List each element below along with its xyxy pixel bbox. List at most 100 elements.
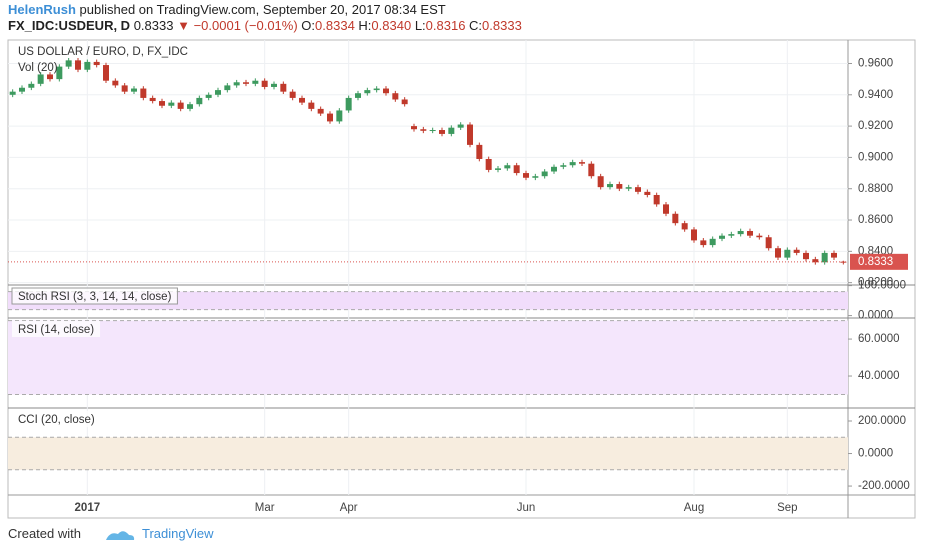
- candle-body: [485, 158, 492, 170]
- candle-body: [672, 213, 679, 224]
- candle-body: [579, 162, 585, 164]
- candle-body: [504, 165, 511, 169]
- chart-frame: [7, 39, 916, 519]
- y-tick-label: 0.8200: [858, 277, 893, 289]
- candle-body: [719, 235, 725, 239]
- candle-body: [597, 176, 604, 188]
- candle-body: [728, 234, 735, 236]
- pane-title-bg: [11, 287, 178, 305]
- author[interactable]: HelenRush: [8, 2, 76, 17]
- candle-body: [495, 168, 501, 170]
- candle-body: [205, 94, 212, 98]
- chart-subtitle: Vol (20): [18, 62, 58, 74]
- candle-body: [383, 88, 389, 94]
- y-tick-label: 0.8800: [858, 183, 893, 195]
- candle-body: [93, 61, 100, 66]
- indicator-band: [8, 320, 848, 395]
- low-label: L:: [414, 18, 426, 33]
- footer-created: Created with: [8, 526, 81, 541]
- candle-body: [448, 127, 455, 134]
- candle-body: [37, 74, 44, 84]
- y-tick-label: -200.0000: [858, 480, 910, 492]
- change: −0.0001 (−0.01%): [193, 18, 298, 33]
- candle-body: [681, 223, 688, 230]
- candle-body: [317, 108, 324, 114]
- candle-body: [168, 102, 175, 106]
- candle-body: [569, 162, 576, 166]
- pane-title: Stoch RSI (3, 3, 14, 14, close): [18, 291, 172, 303]
- candle-body: [653, 194, 660, 205]
- x-tick-label: Sep: [777, 502, 797, 514]
- candle-body: [765, 237, 772, 249]
- published: published on TradingView.com, September …: [79, 2, 446, 17]
- candle-body: [289, 91, 296, 98]
- last-price-label: 0.8333: [858, 256, 893, 268]
- close-value: 0.8333: [482, 18, 522, 33]
- candle-body: [663, 204, 669, 214]
- candle-body: [345, 97, 352, 111]
- last-price: 0.8333: [133, 18, 174, 33]
- x-tick-label: Jun: [517, 502, 536, 514]
- x-tick-label: 2017: [75, 502, 101, 514]
- candle-body: [9, 91, 16, 95]
- y-tick-label: 40.0000: [858, 370, 900, 382]
- candle-body: [560, 165, 567, 167]
- y-tick-label: 0.9400: [858, 89, 893, 101]
- chart-title: US DOLLAR / EURO, D, FX_IDC: [18, 46, 188, 58]
- candle-body: [588, 163, 595, 177]
- y-tick-label: 0.9000: [858, 151, 893, 163]
- pane-title: CCI (20, close): [18, 414, 95, 426]
- candle-body: [149, 97, 156, 102]
- candle-body: [392, 93, 399, 100]
- pane-title-bg: [12, 411, 101, 427]
- indicator-band: [8, 437, 848, 470]
- candle-body: [831, 252, 837, 258]
- candle-body: [308, 102, 315, 109]
- candle-body: [784, 249, 791, 258]
- candle-body: [140, 88, 147, 98]
- candle-body: [103, 65, 109, 81]
- candle-body: [355, 93, 361, 98]
- candle-body: [75, 60, 81, 70]
- candle-body: [271, 83, 277, 87]
- candle-body: [187, 104, 193, 109]
- symbol: FX_IDC:USDEUR, D: [8, 18, 131, 33]
- high-value: 0.8340: [371, 18, 412, 33]
- candle-body: [177, 102, 184, 109]
- candle-body: [56, 66, 63, 80]
- candle-body: [121, 85, 128, 92]
- candle-body: [252, 80, 259, 84]
- pane-title: RSI (14, close): [18, 324, 94, 336]
- low-value: 0.8316: [425, 18, 466, 33]
- candle-body: [233, 82, 240, 86]
- candle-body: [364, 90, 371, 94]
- candle-body: [513, 165, 520, 174]
- footer-brand[interactable]: TradingView: [142, 526, 214, 541]
- publish-line: HelenRush published on TradingView.com, …: [8, 2, 446, 17]
- candle-body: [644, 191, 651, 195]
- candle-body: [457, 124, 464, 128]
- candle-body: [411, 126, 417, 130]
- candle-body: [551, 166, 557, 172]
- candle-body: [112, 80, 119, 86]
- candle-body: [625, 187, 632, 189]
- candle-body: [840, 261, 847, 263]
- x-tick-label: Apr: [340, 502, 358, 514]
- y-tick-label: 0.9200: [858, 120, 893, 132]
- x-tick-label: Aug: [684, 502, 704, 514]
- candle-body: [261, 80, 268, 87]
- last-price-box: [850, 253, 908, 270]
- y-tick-label: 0.9600: [858, 58, 893, 70]
- candle-body: [700, 240, 707, 246]
- candle-body: [532, 176, 539, 178]
- open-value: 0.8334: [315, 18, 355, 33]
- candle-body: [131, 88, 137, 92]
- candle-body: [812, 259, 819, 263]
- candle-body: [523, 173, 529, 178]
- y-tick-label: 0.0000: [858, 448, 893, 460]
- candle-body: [28, 83, 35, 88]
- indicator-band: [8, 291, 848, 310]
- y-tick-label: 0.0000: [858, 310, 893, 322]
- candle-body: [65, 60, 72, 67]
